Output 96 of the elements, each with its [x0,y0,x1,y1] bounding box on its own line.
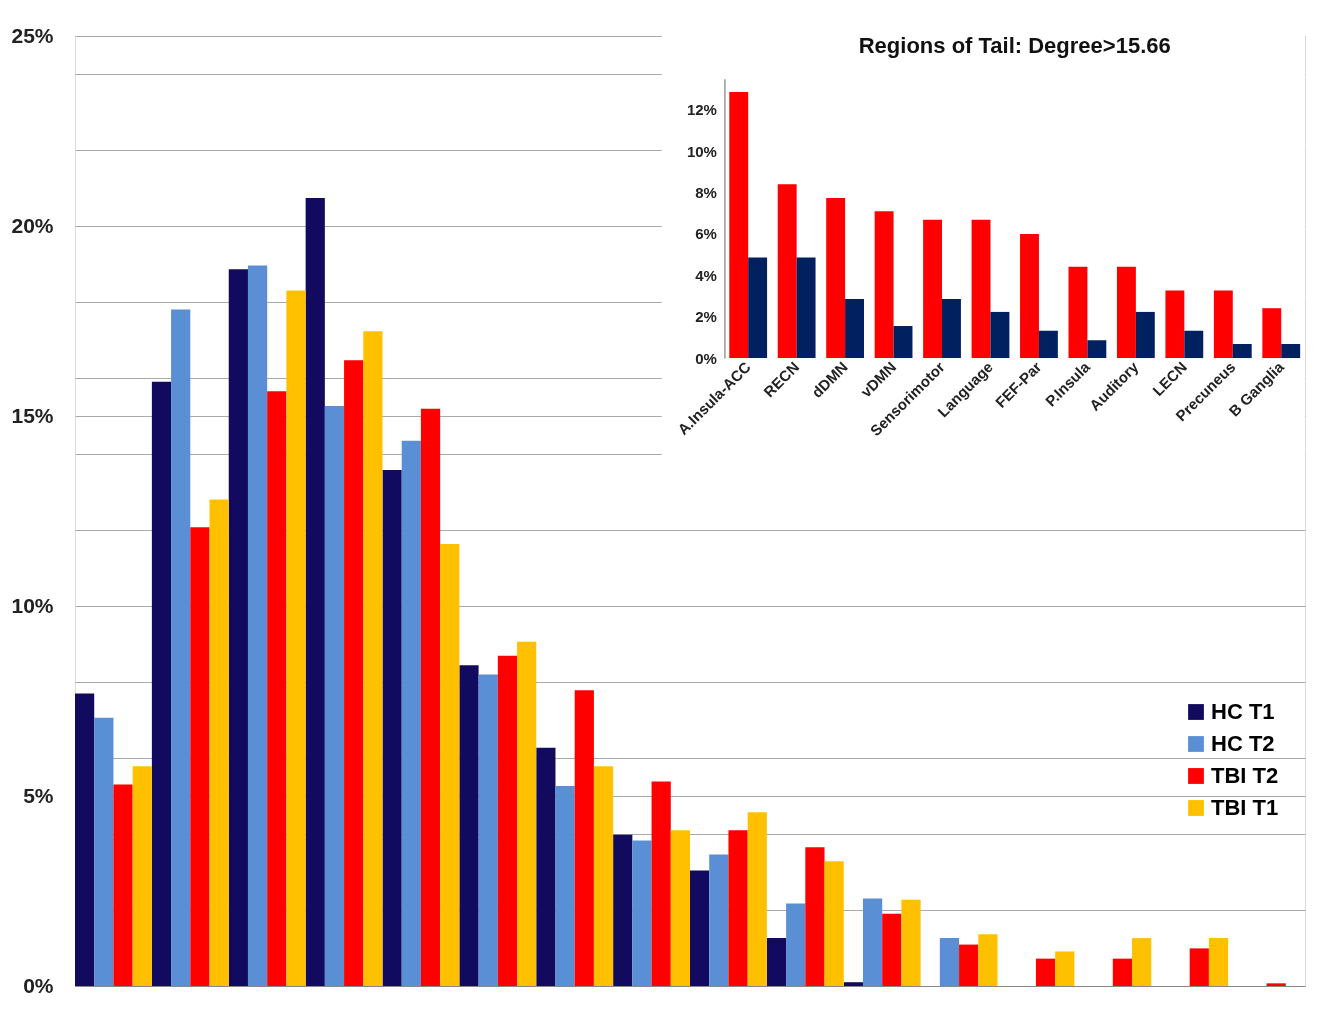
bar [843,982,863,986]
bar [497,655,518,986]
legend-label: TBI T1 [1211,795,1279,820]
bar [1165,290,1185,359]
bar [826,198,846,359]
bar [286,290,306,986]
bar [1055,951,1075,986]
bar [382,469,402,986]
bar [305,197,325,986]
y-tick-label: 0% [695,349,717,367]
bar [536,747,556,986]
y-tick-label: 6% [695,225,717,243]
legend-label: HC T2 [1211,731,1275,756]
bar [267,391,287,986]
bar [440,544,460,986]
bar [796,257,816,359]
bar [171,309,191,986]
bar [151,381,172,986]
y-tick-label: 15% [11,403,54,427]
bar [1213,290,1233,359]
bar [363,331,383,986]
bar [1035,958,1056,986]
bar [190,527,210,986]
bar [845,298,865,359]
bar [824,861,844,986]
bar [75,693,95,986]
bar [209,499,229,986]
bar [574,690,594,986]
y-tick-label: 12% [686,101,717,119]
bar [1266,983,1286,986]
bar [1020,233,1039,359]
bar [901,899,921,986]
bar [874,211,894,359]
bar [555,786,575,986]
y-tick-label: 8% [695,184,717,202]
bar [777,184,797,359]
bar [882,913,902,986]
bar [517,641,537,986]
bar [748,257,768,359]
bar [1068,266,1088,359]
bar [1281,343,1301,359]
bar [939,938,960,986]
bar [1232,343,1252,359]
bar [478,674,498,986]
bar [420,408,441,986]
bar [747,812,767,986]
bar [459,665,479,986]
bar [690,870,710,986]
bar [1116,266,1136,359]
bar [401,440,421,986]
bar [651,781,671,986]
y-tick-label: 2% [695,308,717,326]
bar [709,854,729,986]
bar [893,325,913,359]
bar [990,311,1010,359]
y-tick-label: 20% [11,213,54,237]
chart-title: Regions of Tail: Degree>15.66 [858,32,1171,58]
bar [728,830,748,986]
bar [959,944,979,986]
bar [1038,330,1058,359]
bar [94,717,114,986]
bar [247,265,268,986]
y-tick-label: 10% [11,593,54,617]
bar [1135,311,1155,359]
bar [1262,308,1282,359]
bar [670,830,690,986]
legend-label: HC T1 [1211,699,1275,724]
bar [1189,948,1209,986]
bar [228,269,248,986]
y-tick-label: 25% [11,23,54,47]
legend-label: TBI T2 [1211,763,1279,788]
bar [132,766,152,986]
bar [971,219,991,359]
y-tick-label: 0% [23,973,54,997]
bar [923,219,943,359]
bar [1184,330,1204,359]
bar [729,91,749,359]
bar [593,766,614,986]
bar [1087,340,1107,359]
bar [1132,938,1152,986]
bar [942,298,961,359]
bar [786,903,806,986]
bar [324,406,345,986]
y-tick-label: 5% [23,783,54,807]
bar [344,360,364,986]
bar [113,784,133,986]
y-tick-label: 10% [686,142,717,160]
bar [978,934,998,986]
y-tick-label: 4% [695,266,717,284]
bar [1112,958,1133,986]
bar [632,840,652,986]
bar [766,938,787,986]
bar [805,847,825,986]
bar [613,834,633,986]
bar [862,898,883,986]
bar [1208,938,1229,986]
